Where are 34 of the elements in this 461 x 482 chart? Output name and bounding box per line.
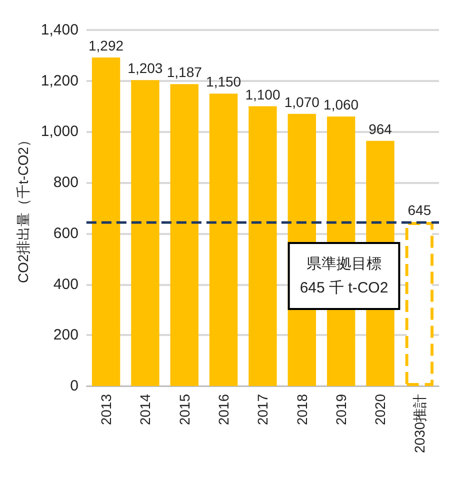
- data-label: 645: [408, 202, 432, 218]
- data-label: 1,292: [88, 37, 124, 54]
- bar: [92, 57, 120, 386]
- y-tick-label: 1,400: [40, 22, 78, 38]
- x-tick-label: 2016: [216, 394, 232, 426]
- y-tick-label: 1,000: [40, 123, 78, 140]
- y-tick-label: 600: [53, 224, 78, 242]
- y-tick-label: 800: [53, 174, 78, 192]
- data-label: 1,100: [245, 86, 280, 102]
- x-tick-label: 2030推計: [411, 394, 428, 454]
- y-axis-title: CO2排出量（千t-CO2）: [15, 132, 31, 284]
- y-tick-label: 1,200: [40, 72, 78, 90]
- x-tick-label: 2020: [372, 394, 388, 426]
- x-tick-label: 2018: [294, 394, 310, 426]
- x-tick-label: 2015: [176, 394, 192, 426]
- y-tick-label: 0: [70, 378, 78, 394]
- x-tick-label: 2019: [333, 394, 350, 426]
- y-tick-label: 200: [53, 326, 78, 344]
- bar: [248, 106, 277, 386]
- data-label: 1,070: [284, 94, 320, 110]
- y-tick-label: 400: [53, 276, 78, 293]
- x-tick-label: 2017: [254, 394, 271, 426]
- ref-line-label: 県準拠目標 645 千 t-CO2: [300, 255, 388, 296]
- data-label: 1,060: [324, 96, 359, 112]
- bar: [170, 84, 198, 386]
- x-tick-label: 2013: [98, 394, 114, 426]
- bar: [131, 80, 160, 386]
- data-label: 1,187: [166, 64, 202, 80]
- data-label: 1,150: [206, 74, 242, 90]
- bar: [405, 222, 434, 386]
- data-label: 964: [368, 120, 392, 137]
- x-tick-label: 2014: [137, 394, 154, 426]
- data-label: 1,203: [128, 60, 163, 76]
- bar: [209, 94, 238, 386]
